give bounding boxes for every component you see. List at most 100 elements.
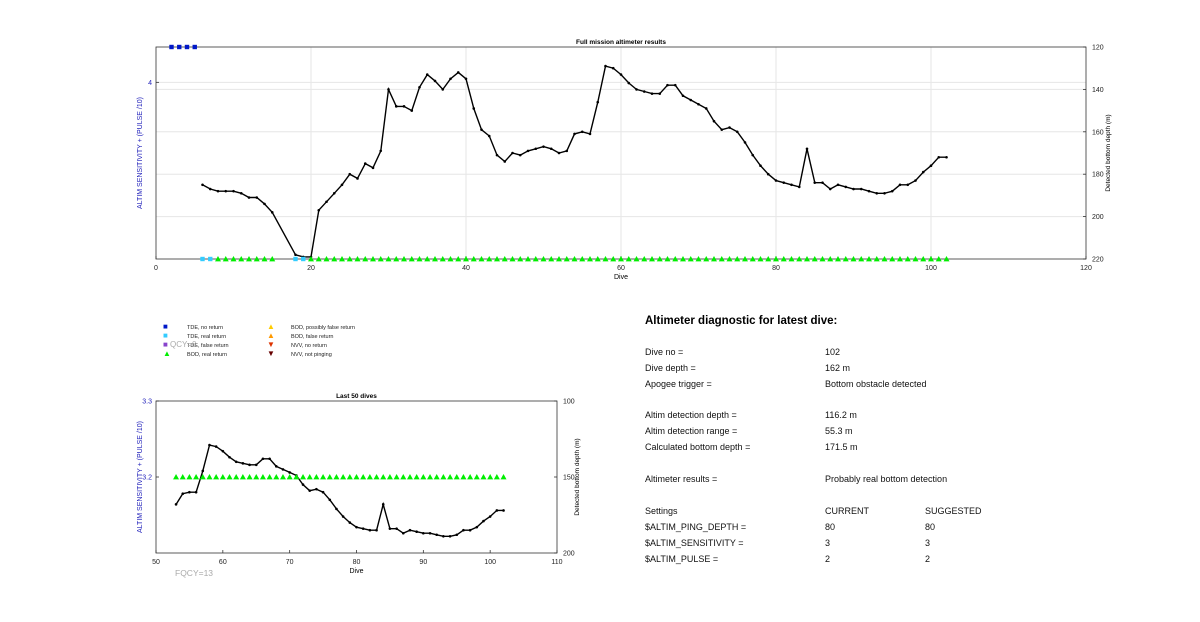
- bod-marker: [517, 256, 524, 262]
- x-tick-label: 110: [551, 559, 562, 566]
- bod-marker: [904, 256, 911, 262]
- bod-marker: [804, 256, 810, 262]
- depth-point: [557, 151, 561, 155]
- settings-suggested-header: SUGGESTED: [925, 506, 982, 516]
- bod-marker: [501, 256, 508, 262]
- bod-marker: [315, 256, 322, 262]
- bod-marker: [333, 474, 340, 480]
- bod-marker: [618, 256, 624, 262]
- depth-point: [328, 498, 332, 502]
- setting-name: $ALTIM_PULSE =: [645, 554, 719, 564]
- bod-marker: [563, 256, 570, 262]
- diagnostic-title: Altimeter diagnostic for latest dive:: [645, 315, 838, 327]
- bod-marker: [680, 256, 686, 262]
- depth-point: [534, 147, 538, 151]
- depth-point: [248, 463, 251, 467]
- depth-point: [921, 170, 925, 174]
- bod-marker: [850, 256, 857, 262]
- bod-marker: [842, 256, 849, 262]
- depth-point: [774, 179, 778, 182]
- setting-current: 80: [825, 522, 836, 532]
- bod-marker: [765, 256, 772, 262]
- bod-marker: [532, 256, 539, 262]
- bod-marker: [238, 256, 245, 262]
- depth-point: [381, 503, 385, 506]
- y-right-tick-label: 200: [1092, 214, 1104, 221]
- bod-marker: [447, 256, 454, 262]
- bod-marker: [811, 256, 818, 262]
- bod-marker: [219, 474, 226, 480]
- depth-point: [348, 521, 352, 524]
- depth-point: [201, 183, 204, 187]
- legend-watermark: QCY=0: [170, 340, 197, 349]
- depth-point: [181, 492, 185, 496]
- depth-point: [441, 88, 445, 91]
- depth-point: [234, 460, 238, 464]
- diagnostic-label: Calculated bottom depth =: [645, 442, 751, 452]
- depth-point: [735, 130, 739, 134]
- depth-point: [573, 132, 576, 136]
- x-tick-label: 50: [152, 559, 160, 566]
- bod-marker: [734, 256, 741, 262]
- bod-marker: [494, 256, 500, 262]
- settings-current-header: CURRENT: [825, 506, 869, 516]
- depth-point: [502, 509, 505, 512]
- bod-marker: [780, 256, 787, 262]
- legend-label: TDE, false return: [187, 343, 229, 349]
- depth-point: [681, 94, 685, 98]
- y-left-tick-label: 3.2: [142, 475, 152, 482]
- bod-marker: [373, 474, 380, 480]
- depth-point: [301, 483, 305, 486]
- bod-marker: [279, 474, 286, 480]
- depth-line: [202, 65, 947, 258]
- depth-point: [270, 211, 274, 214]
- depth-point: [472, 107, 476, 110]
- bod-marker: [935, 256, 942, 262]
- settings-header: Settings: [645, 506, 678, 516]
- bod-marker: [473, 474, 480, 480]
- depth-point: [395, 527, 398, 530]
- bod-marker: [625, 256, 632, 262]
- depth-point: [797, 185, 801, 189]
- bod-marker: [602, 256, 609, 262]
- depth-point: [341, 515, 345, 518]
- depth-point: [482, 519, 485, 523]
- bod-marker: [370, 256, 376, 262]
- bod-marker: [179, 474, 186, 480]
- bod-marker: [718, 256, 725, 262]
- depth-point: [627, 81, 631, 85]
- x-tick-label: 100: [925, 265, 937, 272]
- depth-point: [224, 189, 228, 193]
- bod-marker: [463, 256, 469, 262]
- bod-marker: [266, 474, 273, 480]
- setting-suggested: 2: [925, 554, 931, 564]
- depth-point: [642, 90, 646, 93]
- bod-marker: [331, 256, 338, 262]
- y-left-axis-label: ALTIM SENSITIVITY + (PULSE /10): [137, 97, 144, 209]
- diagnostic-value: 171.5 m: [825, 442, 858, 452]
- diagnostic-label: Dive depth =: [645, 363, 696, 373]
- depth-point: [317, 208, 321, 212]
- depth-point: [174, 503, 178, 506]
- bod-marker: [420, 474, 427, 480]
- depth-point: [348, 172, 352, 176]
- bod-marker: [326, 474, 333, 480]
- depth-point: [464, 77, 468, 81]
- tde-marker: [177, 44, 182, 50]
- depth-point: [495, 153, 499, 157]
- depth-point: [388, 527, 392, 530]
- x-tick-label: 100: [484, 559, 496, 566]
- setting-name: $ALTIM_PING_DEPTH =: [645, 522, 747, 532]
- depth-point: [261, 457, 265, 461]
- bod-marker: [230, 256, 237, 262]
- y-right-axis-label: Detected bottom depth (m): [1105, 114, 1112, 191]
- depth-line: [175, 444, 504, 537]
- bod-marker: [416, 256, 423, 262]
- depth-point: [201, 469, 205, 473]
- bod-marker: [323, 256, 330, 262]
- bod-marker: [439, 256, 446, 262]
- legend-label: TDE, real return: [187, 334, 227, 340]
- bod-marker: [703, 256, 710, 262]
- depth-point: [433, 79, 437, 83]
- depth-point: [281, 468, 285, 471]
